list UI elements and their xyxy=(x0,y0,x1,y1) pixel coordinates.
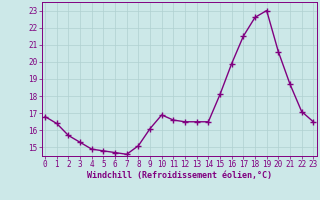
X-axis label: Windchill (Refroidissement éolien,°C): Windchill (Refroidissement éolien,°C) xyxy=(87,171,272,180)
